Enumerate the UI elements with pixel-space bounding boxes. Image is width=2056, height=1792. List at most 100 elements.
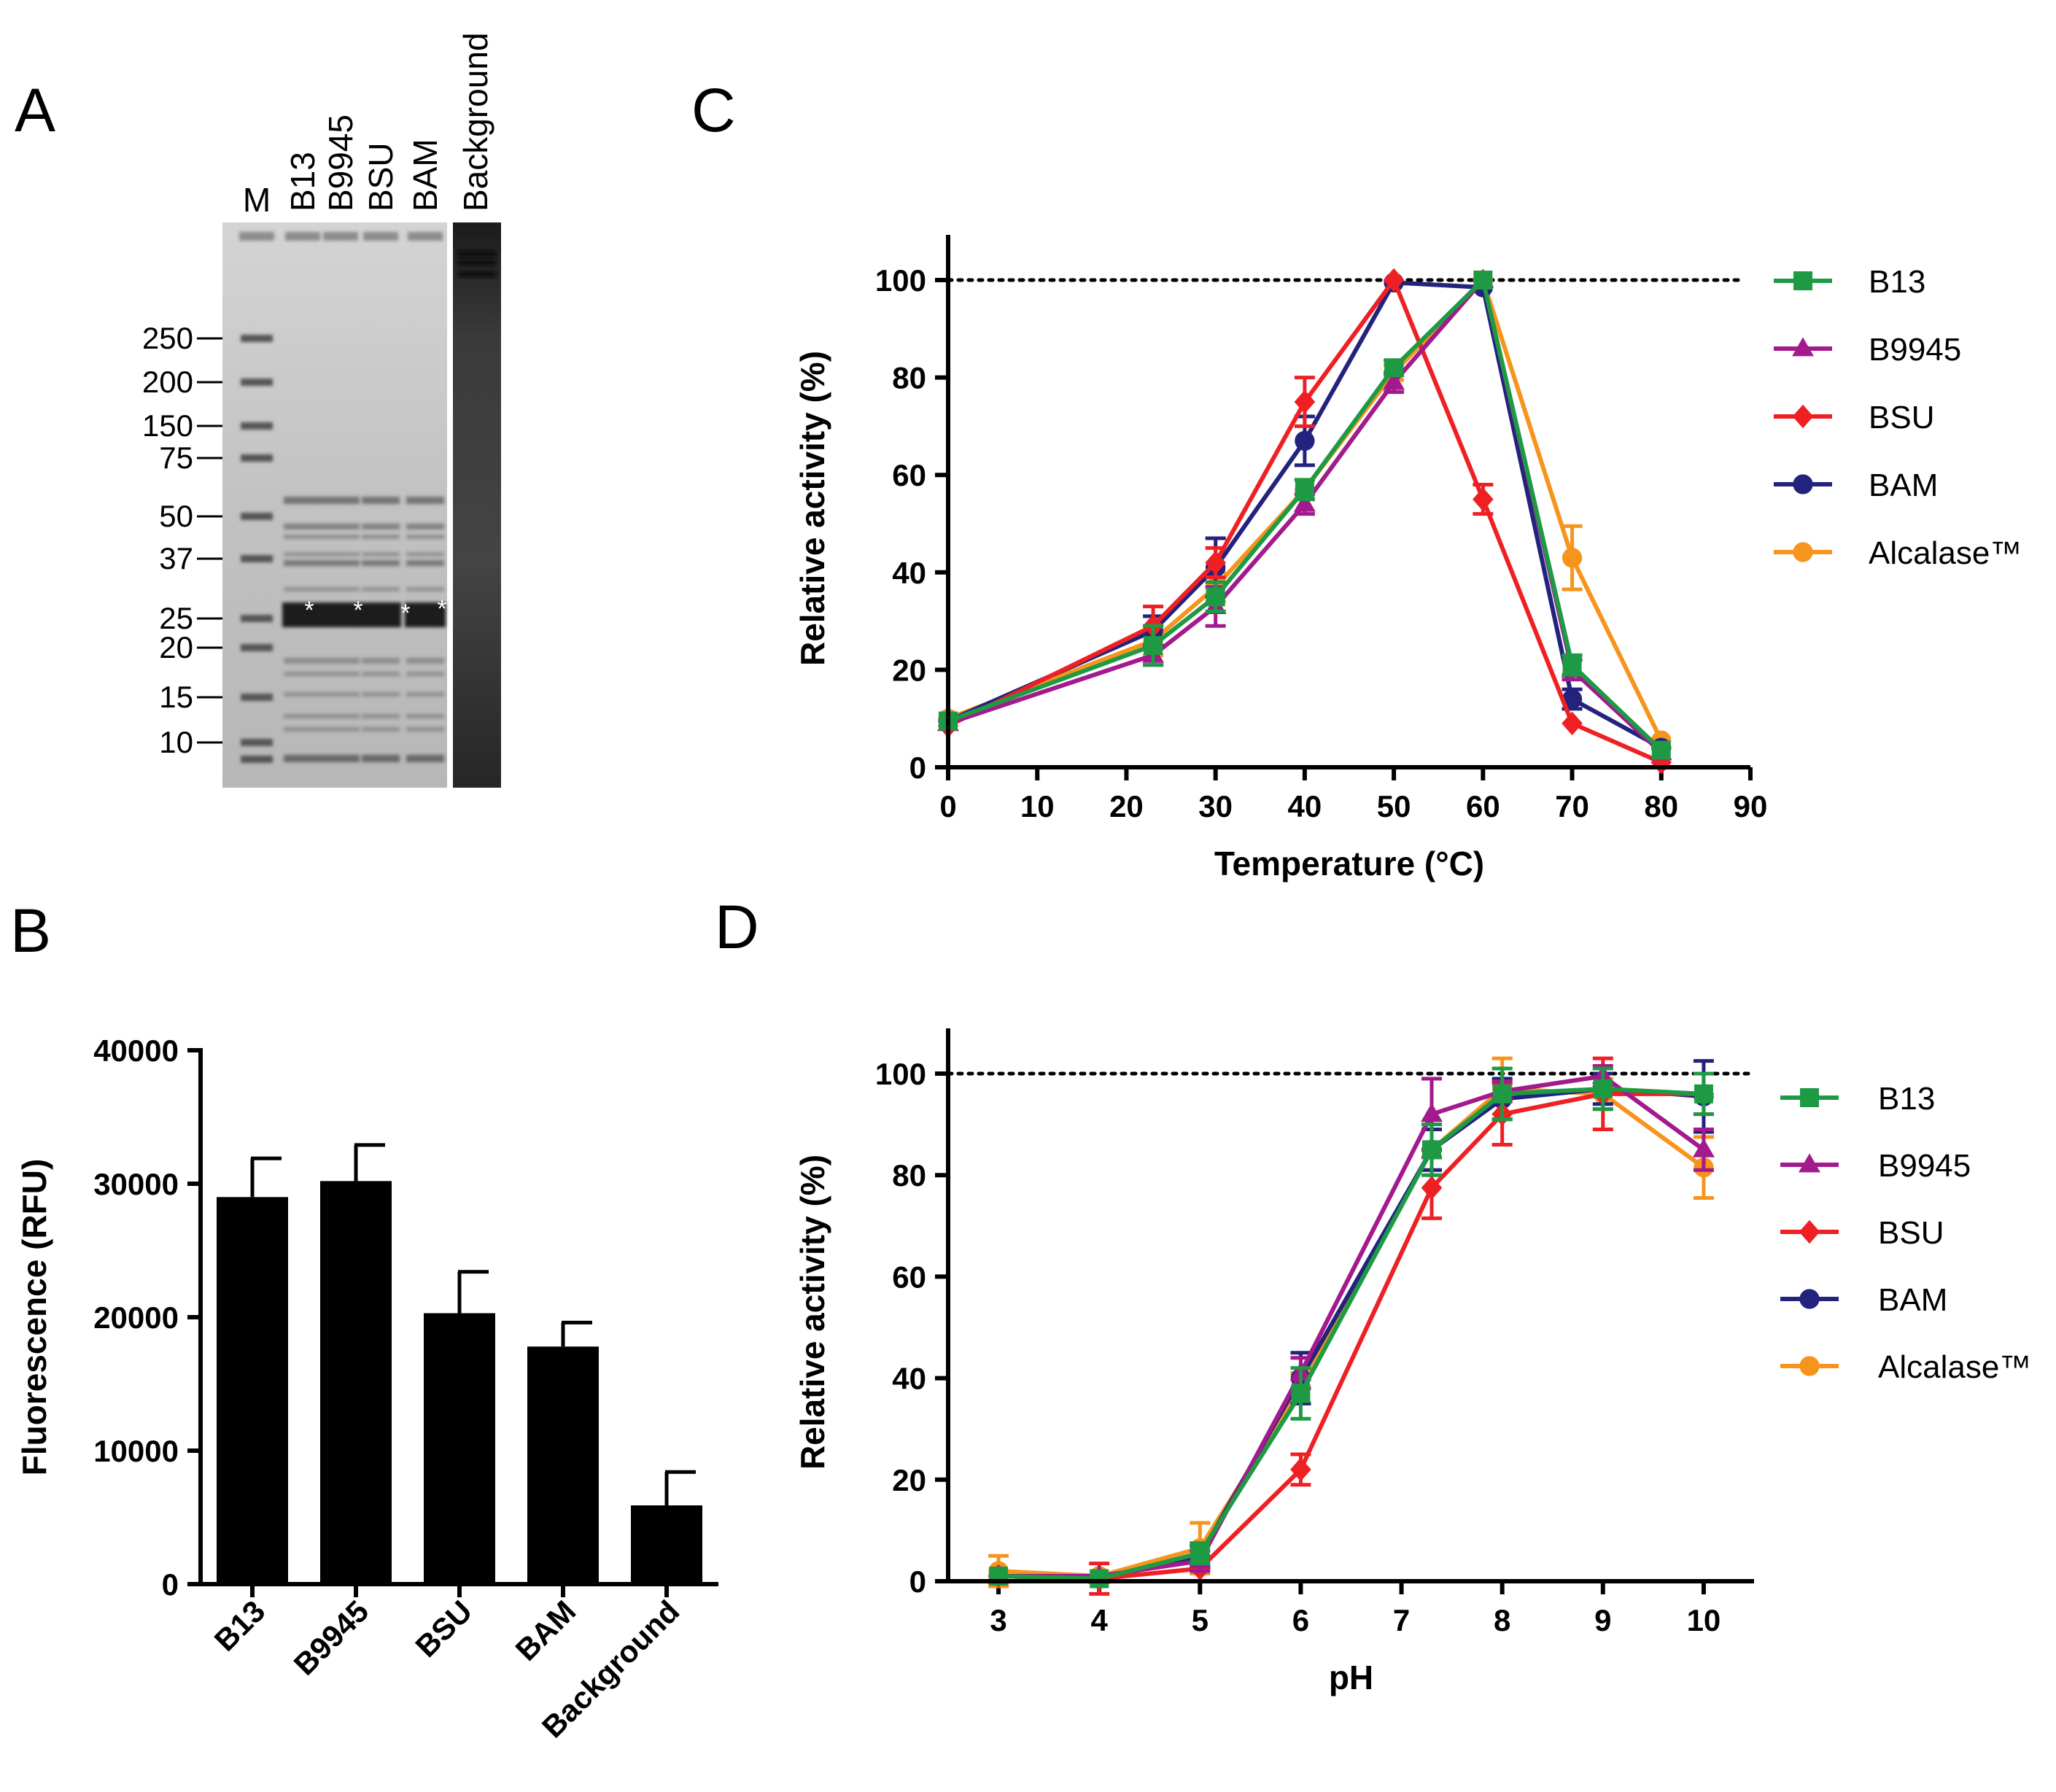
- gel-ladder-band: [241, 739, 273, 746]
- data-point: [1492, 1084, 1512, 1103]
- data-point: [1562, 711, 1583, 736]
- gel-sample-band: [284, 658, 322, 664]
- data-point: [1190, 1543, 1210, 1563]
- gel-bands: [239, 232, 496, 763]
- gel-sample-band: [322, 672, 360, 676]
- x-axis-title: pH: [1329, 1659, 1373, 1696]
- gel-well: [239, 232, 274, 241]
- data-point: [1295, 430, 1315, 451]
- gel-sample-band: [322, 587, 360, 591]
- data-point: [1792, 404, 1814, 429]
- x-tick-label: 7: [1393, 1603, 1410, 1637]
- data-point: [1422, 1140, 1441, 1160]
- gel-sample-band: [284, 727, 322, 732]
- x-tick-label: 10: [1687, 1603, 1721, 1637]
- gel-sample-band: [284, 497, 322, 504]
- x-tick-label: 80: [1644, 789, 1678, 823]
- x-tick-label: BSU: [408, 1594, 478, 1664]
- data-point: [1473, 487, 1494, 511]
- y-axis-title: Fluorescence (RFU): [15, 1159, 53, 1476]
- x-tick-label: 50: [1377, 789, 1411, 823]
- data-point: [1793, 542, 1813, 562]
- legend: B13 B9945 BSU BAM Alcalase™: [1774, 264, 2022, 571]
- gel-sample-band: [284, 714, 322, 718]
- legend-label: B9945: [1869, 332, 1961, 368]
- gel-well: [363, 232, 398, 241]
- data-point: [1295, 480, 1314, 500]
- gel-lane-label: M: [243, 181, 271, 219]
- gel-sample-band: [406, 552, 444, 556]
- y-tick-label: 80: [892, 361, 926, 395]
- gel-sample-band: [362, 552, 400, 556]
- data-point: [1294, 389, 1316, 414]
- gel-sample-band: [362, 714, 400, 718]
- gel-ladder-band: [241, 615, 273, 622]
- data-point: [1473, 271, 1493, 290]
- x-tick-label: 70: [1555, 789, 1589, 823]
- gel-sample-band: [406, 524, 444, 530]
- x-tick-label: 40: [1288, 789, 1322, 823]
- y-tick-label: 30000: [93, 1167, 179, 1201]
- series-bsu: [988, 1056, 1715, 1596]
- data-point: [1793, 271, 1812, 290]
- x-tick-label: B9945: [287, 1594, 376, 1682]
- gel-sample-band: [362, 560, 400, 566]
- gel-sample-band: [362, 497, 400, 504]
- y-tick-label: 60: [892, 458, 926, 492]
- y-tick-label: 10000: [93, 1434, 179, 1468]
- gel-sample-band: [406, 497, 444, 504]
- x-tick-label: 10: [1020, 789, 1055, 823]
- gel-sample-band: [284, 560, 322, 566]
- x-tick-label: 90: [1734, 789, 1768, 823]
- legend-label: BSU: [1878, 1215, 1944, 1251]
- gel-lane-label: BSU: [362, 142, 400, 212]
- series-b9945: [988, 1064, 1715, 1584]
- series-bsu: [937, 268, 1672, 775]
- series-b13: [939, 271, 1671, 760]
- y-tick-label: 40000: [93, 1033, 179, 1068]
- data-point: [1290, 1457, 1311, 1482]
- gel-sample-band: [362, 658, 400, 664]
- gel-marker-label: 150: [142, 408, 193, 443]
- legend-label: Alcalase™: [1869, 535, 2022, 571]
- series-line: [947, 278, 1662, 765]
- gel-sample-band: [322, 552, 360, 556]
- data-point: [1206, 587, 1225, 607]
- gel-well: [323, 232, 358, 241]
- gel-sample-band: [322, 692, 360, 697]
- gel-ladder-band: [241, 379, 273, 386]
- data-point: [1799, 1289, 1820, 1309]
- gel-well: [285, 232, 320, 241]
- gel-marker-label: 10: [159, 725, 193, 759]
- gel-sample-band: [322, 497, 360, 504]
- gel-sample-band: [406, 755, 444, 762]
- gel-ladder-band: [241, 422, 273, 430]
- data-point: [1144, 636, 1163, 655]
- gel-background-band: [458, 251, 496, 257]
- x-tick-label: 4: [1091, 1603, 1109, 1637]
- data-point: [1291, 1384, 1311, 1403]
- gel-protease-band: [320, 602, 361, 627]
- bar-background: [631, 1505, 702, 1584]
- x-tick-label: 6: [1292, 1603, 1309, 1637]
- gel-sample-band: [362, 755, 400, 762]
- data-point: [1421, 1103, 1443, 1122]
- y-tick-label: 0: [909, 750, 926, 785]
- gel-sample-band: [406, 672, 444, 676]
- x-axis-title: Temperature (°C): [1214, 845, 1484, 883]
- gel-sample-band: [362, 692, 400, 697]
- gel-sample-band: [284, 535, 322, 539]
- gel-sample-band: [322, 755, 360, 762]
- gel-marker-label: 37: [159, 541, 193, 575]
- gel-well: [408, 232, 443, 241]
- gel-ladder-band: [241, 644, 273, 651]
- gel-marker-label: 15: [159, 680, 193, 714]
- y-tick-label: 40: [892, 556, 926, 590]
- data-point: [1090, 1569, 1109, 1589]
- gel-sample-band: [406, 714, 444, 718]
- y-tick-label: 40: [892, 1362, 926, 1396]
- gel-lane-labels: M B13 B9945 BSU BAM Background: [243, 33, 494, 220]
- data-point: [1205, 551, 1226, 575]
- data-point: [1793, 474, 1813, 494]
